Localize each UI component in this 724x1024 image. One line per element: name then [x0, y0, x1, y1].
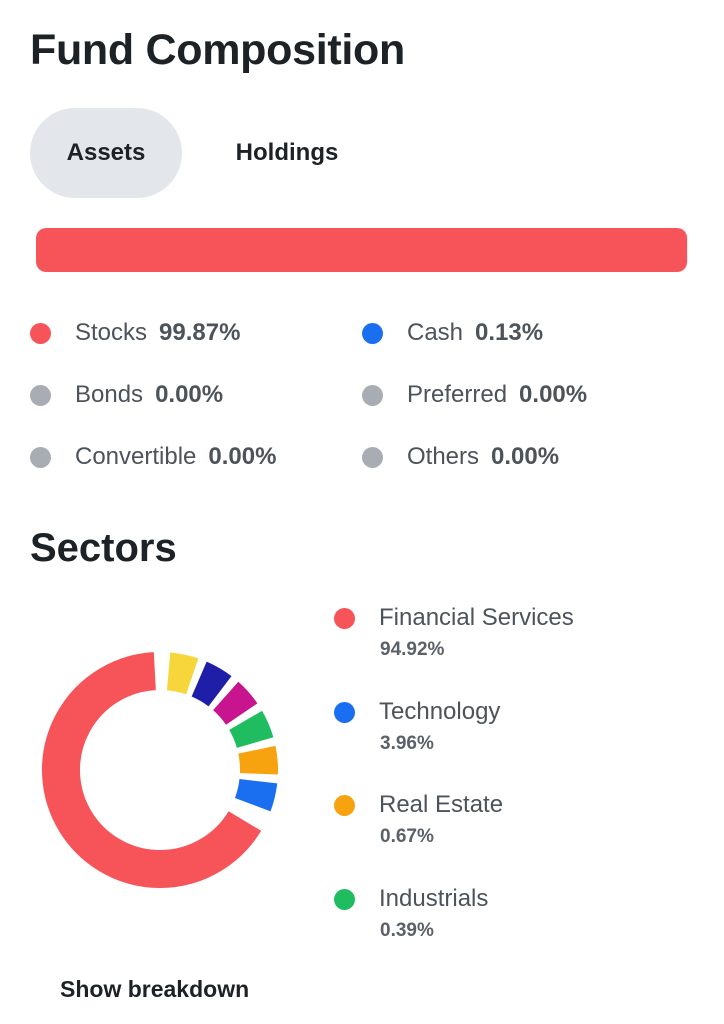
bonds-dot-icon: [30, 384, 51, 406]
cash-dot-icon: [362, 322, 383, 344]
preferred-dot-icon: [362, 384, 383, 406]
sector-label: Financial Services: [379, 604, 574, 631]
sectors-heading: Sectors: [30, 526, 177, 570]
donut-segment-other-3: [212, 681, 258, 726]
donut-segment-financial-services: [42, 652, 262, 888]
legend-value: 99.87%: [159, 319, 241, 346]
sector-label: Technology: [379, 698, 501, 725]
sector-percent: 0.67%: [380, 826, 434, 847]
sector-percent: 0.39%: [380, 920, 434, 941]
sector-industrials: Industrials 0.39%: [334, 882, 488, 942]
page-title: Fund Composition: [30, 26, 405, 74]
sector-label: Real Estate: [379, 791, 504, 818]
legend-label: Preferred: [407, 381, 508, 408]
real-estate-dot-icon: [334, 794, 355, 816]
legend-label: Stocks: [75, 319, 148, 346]
sector-technology: Technology 3.96%: [334, 695, 500, 755]
technology-dot-icon: [334, 701, 355, 723]
legend-value: 0.00%: [519, 381, 588, 408]
legend-value: 0.00%: [208, 443, 277, 470]
industrials-dot-icon: [334, 888, 355, 910]
financial-services-dot-icon: [334, 607, 355, 629]
sector-label: Industrials: [379, 885, 489, 912]
legend-value: 0.13%: [475, 319, 544, 346]
donut-segment-other-2: [191, 661, 232, 707]
legend-item-bonds: Bonds 0.00%: [30, 378, 223, 412]
sector-financial-services: Financial Services 94.92%: [334, 601, 574, 661]
legend-item-preferred: Preferred 0.00%: [362, 378, 587, 412]
stocks-dot-icon: [30, 322, 51, 344]
donut-segment-technology: [234, 778, 278, 812]
asset-allocation-bar: [36, 228, 688, 272]
donut-segment-other-1: [166, 652, 199, 695]
legend-label: Others: [407, 443, 480, 470]
legend-label: Bonds: [75, 381, 144, 408]
legend-label: Cash: [407, 319, 464, 346]
donut-segment-industrials: [228, 710, 274, 749]
sector-donut-chart: [42, 652, 278, 888]
sector-percent: 94.92%: [380, 639, 445, 660]
show-breakdown-button[interactable]: Show breakdown: [60, 976, 250, 1002]
legend-label: Convertible: [75, 443, 197, 470]
legend-item-others: Others 0.00%: [362, 440, 559, 474]
tab-holdings[interactable]: Holdings: [235, 139, 339, 166]
legend-item-cash: Cash 0.13%: [362, 316, 543, 350]
convertible-dot-icon: [30, 446, 51, 468]
tab-assets[interactable]: Assets: [30, 108, 182, 198]
asset-allocation-bar-fill: [36, 228, 688, 272]
legend-item-convertible: Convertible 0.00%: [30, 440, 276, 474]
legend-item-stocks: Stocks 99.87%: [30, 316, 240, 350]
donut-segment-real-estate: [238, 745, 278, 775]
others-dot-icon: [362, 446, 383, 468]
legend-value: 0.00%: [491, 443, 560, 470]
sector-percent: 3.96%: [380, 733, 434, 754]
legend-value: 0.00%: [155, 381, 224, 408]
sector-real-estate: Real Estate 0.67%: [334, 788, 503, 848]
